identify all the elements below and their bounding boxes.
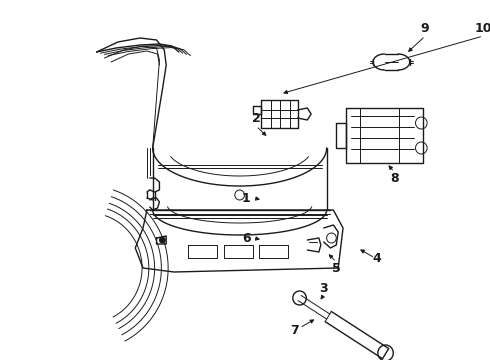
Text: 2: 2 [252,112,261,125]
Text: 7: 7 [291,324,299,337]
Text: 4: 4 [372,252,381,265]
Text: 6: 6 [242,231,251,244]
Text: 3: 3 [319,282,328,294]
Text: 5: 5 [332,261,341,274]
Circle shape [159,237,165,243]
Text: 10: 10 [474,22,490,35]
Text: 1: 1 [242,192,251,204]
Text: 8: 8 [390,171,398,185]
Text: 9: 9 [421,22,430,35]
